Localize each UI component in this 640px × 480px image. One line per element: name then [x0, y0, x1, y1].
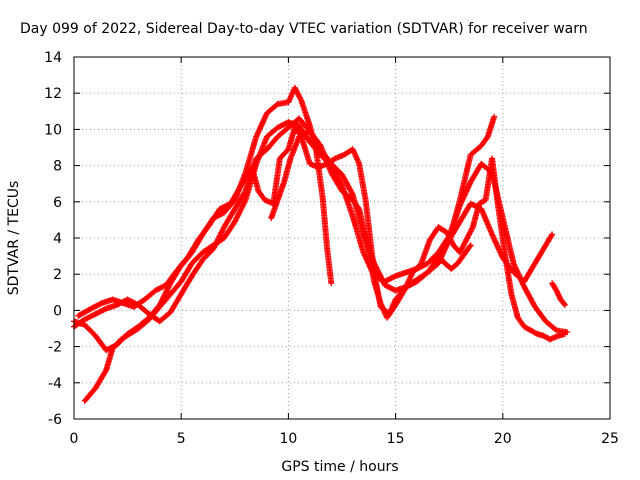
- data-point-track-2: [102, 368, 109, 375]
- y-tick-label: 6: [53, 195, 62, 211]
- data-point-track-4: [97, 300, 104, 307]
- chart-title: Day 099 of 2022, Sidereal Day-to-day VTE…: [20, 21, 588, 37]
- x-tick-label: 25: [601, 431, 619, 447]
- x-axis-label: GPS time / hours: [281, 459, 398, 475]
- x-tick-label: 20: [494, 431, 512, 447]
- data-point-track-2: [552, 326, 559, 333]
- data-point-track-3: [349, 190, 356, 197]
- y-tick-label: 2: [53, 267, 62, 283]
- y-tick-label: 0: [53, 303, 62, 319]
- data-point-track-1: [328, 280, 335, 287]
- axis-ticks: 0 5 10 15 20 25 -6 -4 -2 0 2 4 6 8 10 12 14: [44, 50, 619, 447]
- x-tick-label: 15: [387, 431, 405, 447]
- data-point-track-5: [355, 204, 362, 211]
- y-tick-label: 12: [44, 86, 62, 102]
- data-point-track-3: [549, 231, 556, 238]
- x-tick-label: 5: [177, 431, 186, 447]
- y-tick-label: 8: [53, 159, 62, 175]
- y-tick-label: -4: [48, 376, 62, 392]
- data-point-track-3: [101, 306, 108, 313]
- y-tick-label: 14: [44, 50, 62, 66]
- y-tick-label: -6: [48, 412, 62, 428]
- x-tick-label: 10: [279, 431, 297, 447]
- data-point-track-3: [241, 189, 248, 196]
- data-point-track-2: [391, 273, 398, 280]
- data-point-track-7: [561, 301, 568, 308]
- x-tick-label: 0: [70, 431, 79, 447]
- data-point-track-6: [467, 242, 474, 249]
- y-tick-label: 4: [53, 231, 62, 247]
- data-point-track-1: [273, 102, 280, 109]
- y-tick-label: -2: [48, 340, 62, 356]
- data-points: [71, 84, 571, 404]
- data-point-track-7: [561, 300, 568, 307]
- y-axis-label: SDTVAR / TECUs: [6, 181, 22, 296]
- data-point-track-6: [466, 243, 473, 250]
- data-point-track-4: [491, 113, 498, 120]
- y-tick-label: 10: [44, 122, 62, 138]
- grid-lines: [74, 57, 610, 419]
- data-point-track-5: [561, 330, 568, 337]
